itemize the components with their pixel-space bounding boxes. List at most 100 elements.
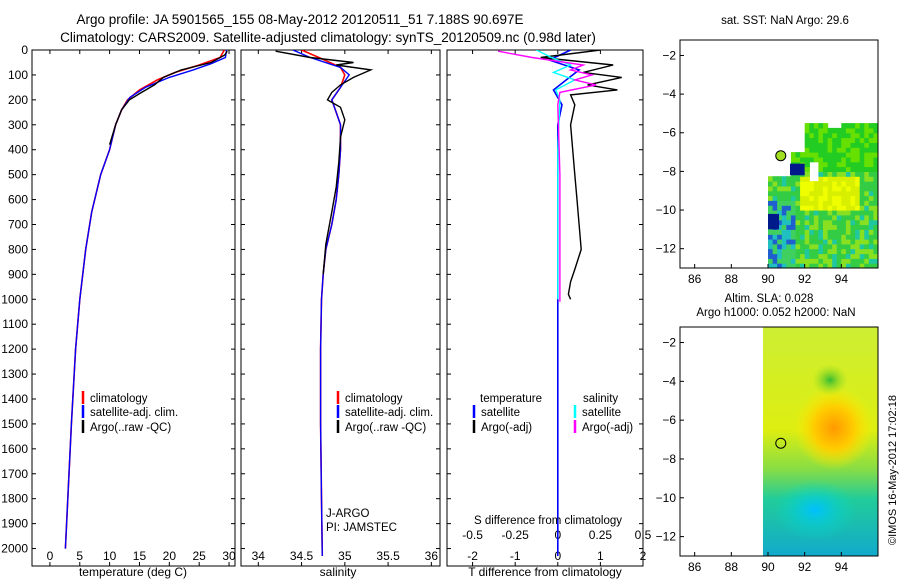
difference-legend-salinity: salinity satellite Argo(-adj) bbox=[573, 393, 633, 434]
sst-cell bbox=[804, 205, 810, 211]
sst-cell bbox=[823, 185, 829, 192]
sst-cell bbox=[823, 176, 829, 182]
sst-cell bbox=[809, 205, 815, 211]
sst-cell bbox=[850, 239, 856, 245]
sst-cell bbox=[859, 248, 865, 255]
sst-cell bbox=[823, 190, 829, 197]
sst-cell bbox=[864, 171, 870, 177]
lat-tick-label: −6 bbox=[662, 413, 676, 427]
sst-cell bbox=[804, 142, 810, 148]
sst-cell bbox=[855, 263, 861, 268]
sst-cell bbox=[841, 127, 847, 134]
sst-cell bbox=[827, 253, 833, 259]
sst-cell bbox=[795, 224, 801, 230]
sst-cell bbox=[873, 253, 878, 259]
sst-cell bbox=[864, 224, 870, 230]
lon-tick-label: 88 bbox=[725, 560, 739, 574]
sst-cell bbox=[873, 171, 878, 177]
sst-cell bbox=[859, 132, 865, 139]
salinity-xlabel: salinity bbox=[320, 565, 357, 579]
sst-cell bbox=[864, 253, 870, 259]
sst-cell bbox=[809, 210, 815, 216]
sst-cell bbox=[850, 205, 856, 211]
sst-cell bbox=[813, 224, 819, 230]
sst-cell bbox=[832, 132, 838, 139]
sst-cell bbox=[772, 176, 778, 182]
sst-cell bbox=[850, 210, 856, 216]
sst-cell bbox=[777, 195, 783, 201]
sst-cell bbox=[804, 239, 810, 245]
s-diff-tick-label: -0.25 bbox=[501, 528, 529, 542]
sst-cell bbox=[845, 156, 852, 163]
sst-cell bbox=[818, 214, 824, 221]
sst-cell bbox=[804, 229, 810, 235]
sst-cell bbox=[818, 229, 824, 235]
sst-cell bbox=[768, 181, 774, 187]
sst-cell bbox=[850, 195, 856, 201]
sst-cell bbox=[809, 147, 815, 153]
sst-cell bbox=[818, 219, 824, 226]
sst-cell bbox=[827, 181, 833, 187]
sst-cell bbox=[836, 152, 842, 158]
sst-cell bbox=[827, 200, 833, 206]
sst-argo-position-marker bbox=[775, 150, 787, 162]
lon-tick-label: 90 bbox=[761, 560, 775, 574]
lat-tick-label: −2 bbox=[662, 48, 676, 62]
sst-cell bbox=[800, 156, 806, 163]
sst-cell bbox=[781, 263, 787, 268]
sst-cell bbox=[809, 248, 815, 255]
sst-cell bbox=[813, 210, 819, 216]
sst-cell bbox=[790, 190, 797, 197]
sst-cell bbox=[832, 190, 838, 197]
sst-cell bbox=[823, 181, 829, 187]
x-tick-label: 30 bbox=[222, 549, 236, 563]
sst-cell bbox=[800, 234, 806, 240]
sla-lon-ticks: 86 88 90 92 94 bbox=[688, 552, 848, 574]
sst-cell bbox=[864, 127, 870, 134]
lat-tick-label: −4 bbox=[662, 87, 676, 101]
sst-cell bbox=[800, 229, 806, 235]
sst-cell bbox=[836, 166, 842, 172]
sst-cell bbox=[813, 181, 819, 187]
sst-cell bbox=[795, 152, 801, 158]
sst-cell bbox=[855, 142, 861, 148]
sst-cell bbox=[804, 234, 810, 240]
sst-cell bbox=[841, 147, 847, 153]
sst-cell bbox=[855, 123, 861, 129]
lon-tick-label: 88 bbox=[725, 272, 739, 286]
sst-cell bbox=[827, 147, 833, 153]
sst-cell bbox=[795, 229, 801, 235]
sst-cell bbox=[868, 185, 874, 192]
sst-cell bbox=[781, 214, 787, 221]
x-tick-label: 34.5 bbox=[290, 549, 314, 563]
sst-cell bbox=[841, 181, 847, 187]
sst-cell bbox=[859, 171, 865, 177]
sst-cell bbox=[818, 253, 824, 259]
sst-cell bbox=[777, 234, 783, 240]
sst-cell bbox=[790, 224, 797, 230]
sst-cell bbox=[823, 229, 829, 235]
sst-cell bbox=[781, 200, 787, 206]
depth-tick-label: 2000 bbox=[1, 542, 28, 556]
sst-cell bbox=[777, 205, 783, 211]
sst-cell bbox=[804, 181, 810, 187]
sst-cell bbox=[850, 219, 856, 226]
sst-cell bbox=[786, 219, 792, 226]
sst-cell bbox=[786, 185, 792, 192]
sst-cell bbox=[868, 234, 874, 240]
sst-cell bbox=[832, 214, 838, 221]
sst-cell bbox=[832, 171, 838, 177]
sst-cell bbox=[845, 176, 852, 182]
sst-cell bbox=[832, 147, 838, 153]
sla-map-panel: Altim. SLA: 0.028 Argo h1000: 0.052 h200… bbox=[656, 293, 879, 574]
sst-cell bbox=[786, 195, 792, 201]
sst-cell bbox=[832, 205, 838, 211]
lat-tick-label: −10 bbox=[656, 491, 677, 505]
sst-cell bbox=[827, 219, 833, 226]
sst-cell bbox=[864, 156, 870, 163]
sal-legend-label-climatology: climatology bbox=[345, 393, 403, 405]
sst-cell bbox=[855, 234, 861, 240]
sst-cell bbox=[850, 263, 856, 268]
sst-cell bbox=[827, 137, 833, 143]
sst-cell bbox=[804, 176, 810, 182]
